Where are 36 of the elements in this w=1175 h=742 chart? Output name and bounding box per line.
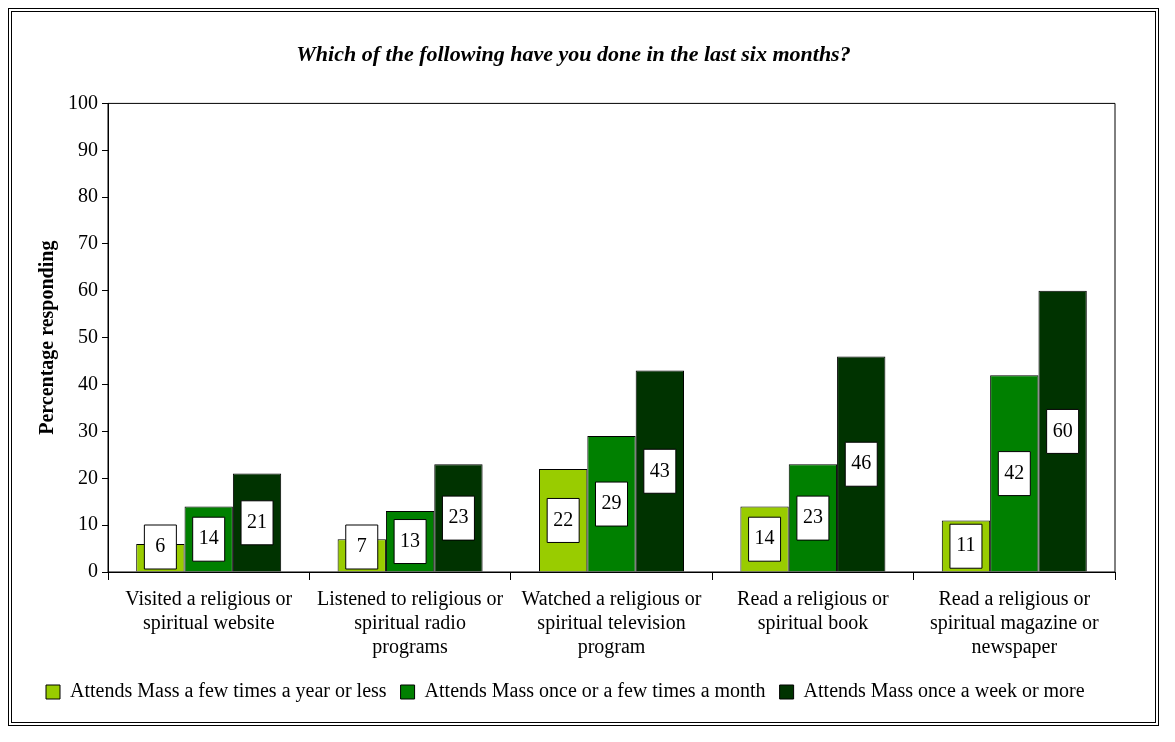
data-label: 7 [356,534,367,557]
y-tick-label: 60 [78,278,98,301]
x-tick-label: Visited a religious or spiritual website [125,587,293,635]
y-tick-label: 80 [78,184,98,207]
data-label: 42 [1004,460,1025,483]
data-label: 43 [649,458,670,481]
legend-label: Attends Mass a few times a year or less [70,679,387,703]
y-tick-label: 20 [78,465,98,488]
data-label: 29 [601,491,622,514]
data-label: 11 [956,533,976,556]
legend-label: Attends Mass once a week or more [803,679,1085,702]
x-tick-label: Watched a religious or spiritual television program [521,587,702,659]
y-axis-title: Percentage responding [35,240,59,435]
x-tick-label: Read a religious or spiritual magazine or newspaper [929,587,1100,659]
y-tick-label: 0 [88,559,98,582]
y-tick-label: 30 [78,418,98,441]
y-tick-label: 70 [78,231,98,254]
chart-title: Which of the following have you done in the last six months? [296,40,851,66]
data-label: 23 [448,505,469,528]
y-tick-label: 100 [68,90,98,113]
data-label: 14 [198,526,219,549]
data-label: 21 [247,510,268,533]
x-tick-label: Read a religious or spiritual book [737,587,890,635]
y-tick-label: 90 [78,137,98,160]
data-label: 60 [1052,418,1073,441]
data-label: 46 [851,451,872,474]
data-label: 22 [553,507,574,530]
x-tick-label: Listened to religious or spiritual radio programs [317,587,504,659]
data-label: 23 [802,505,823,528]
data-label: 6 [155,534,166,557]
data-label: 13 [400,528,421,551]
y-tick-label: 50 [78,324,98,347]
y-tick-label: 40 [78,371,98,394]
legend-label: Attends Mass once or a few times a month [424,679,766,702]
y-tick-label: 10 [78,512,98,535]
data-label: 14 [754,526,775,549]
